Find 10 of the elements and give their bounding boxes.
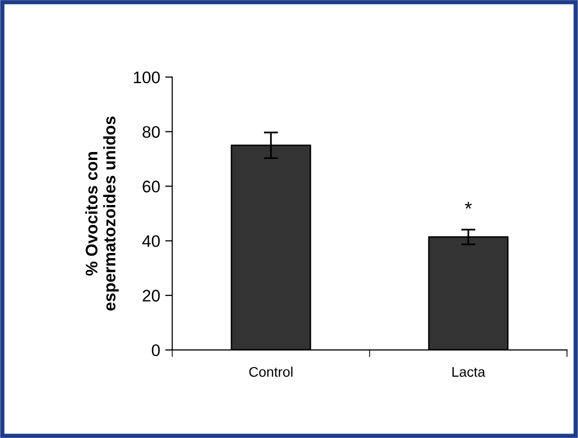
x-tick-label: Control <box>249 366 292 377</box>
y-tick-label: 20 <box>142 290 160 302</box>
x-tick-label: Lacta <box>452 367 486 377</box>
annotation: * <box>464 202 472 209</box>
y-tick-label: 0 <box>152 344 160 356</box>
y-tick-label: 80 <box>142 126 160 138</box>
y-tick-label: 40 <box>142 235 160 248</box>
y-tick-label: 60 <box>142 180 160 192</box>
y-axis-title: % Ovocitos con espermatozoides unidos <box>85 116 119 311</box>
y-tick-label: 100 <box>134 71 160 84</box>
